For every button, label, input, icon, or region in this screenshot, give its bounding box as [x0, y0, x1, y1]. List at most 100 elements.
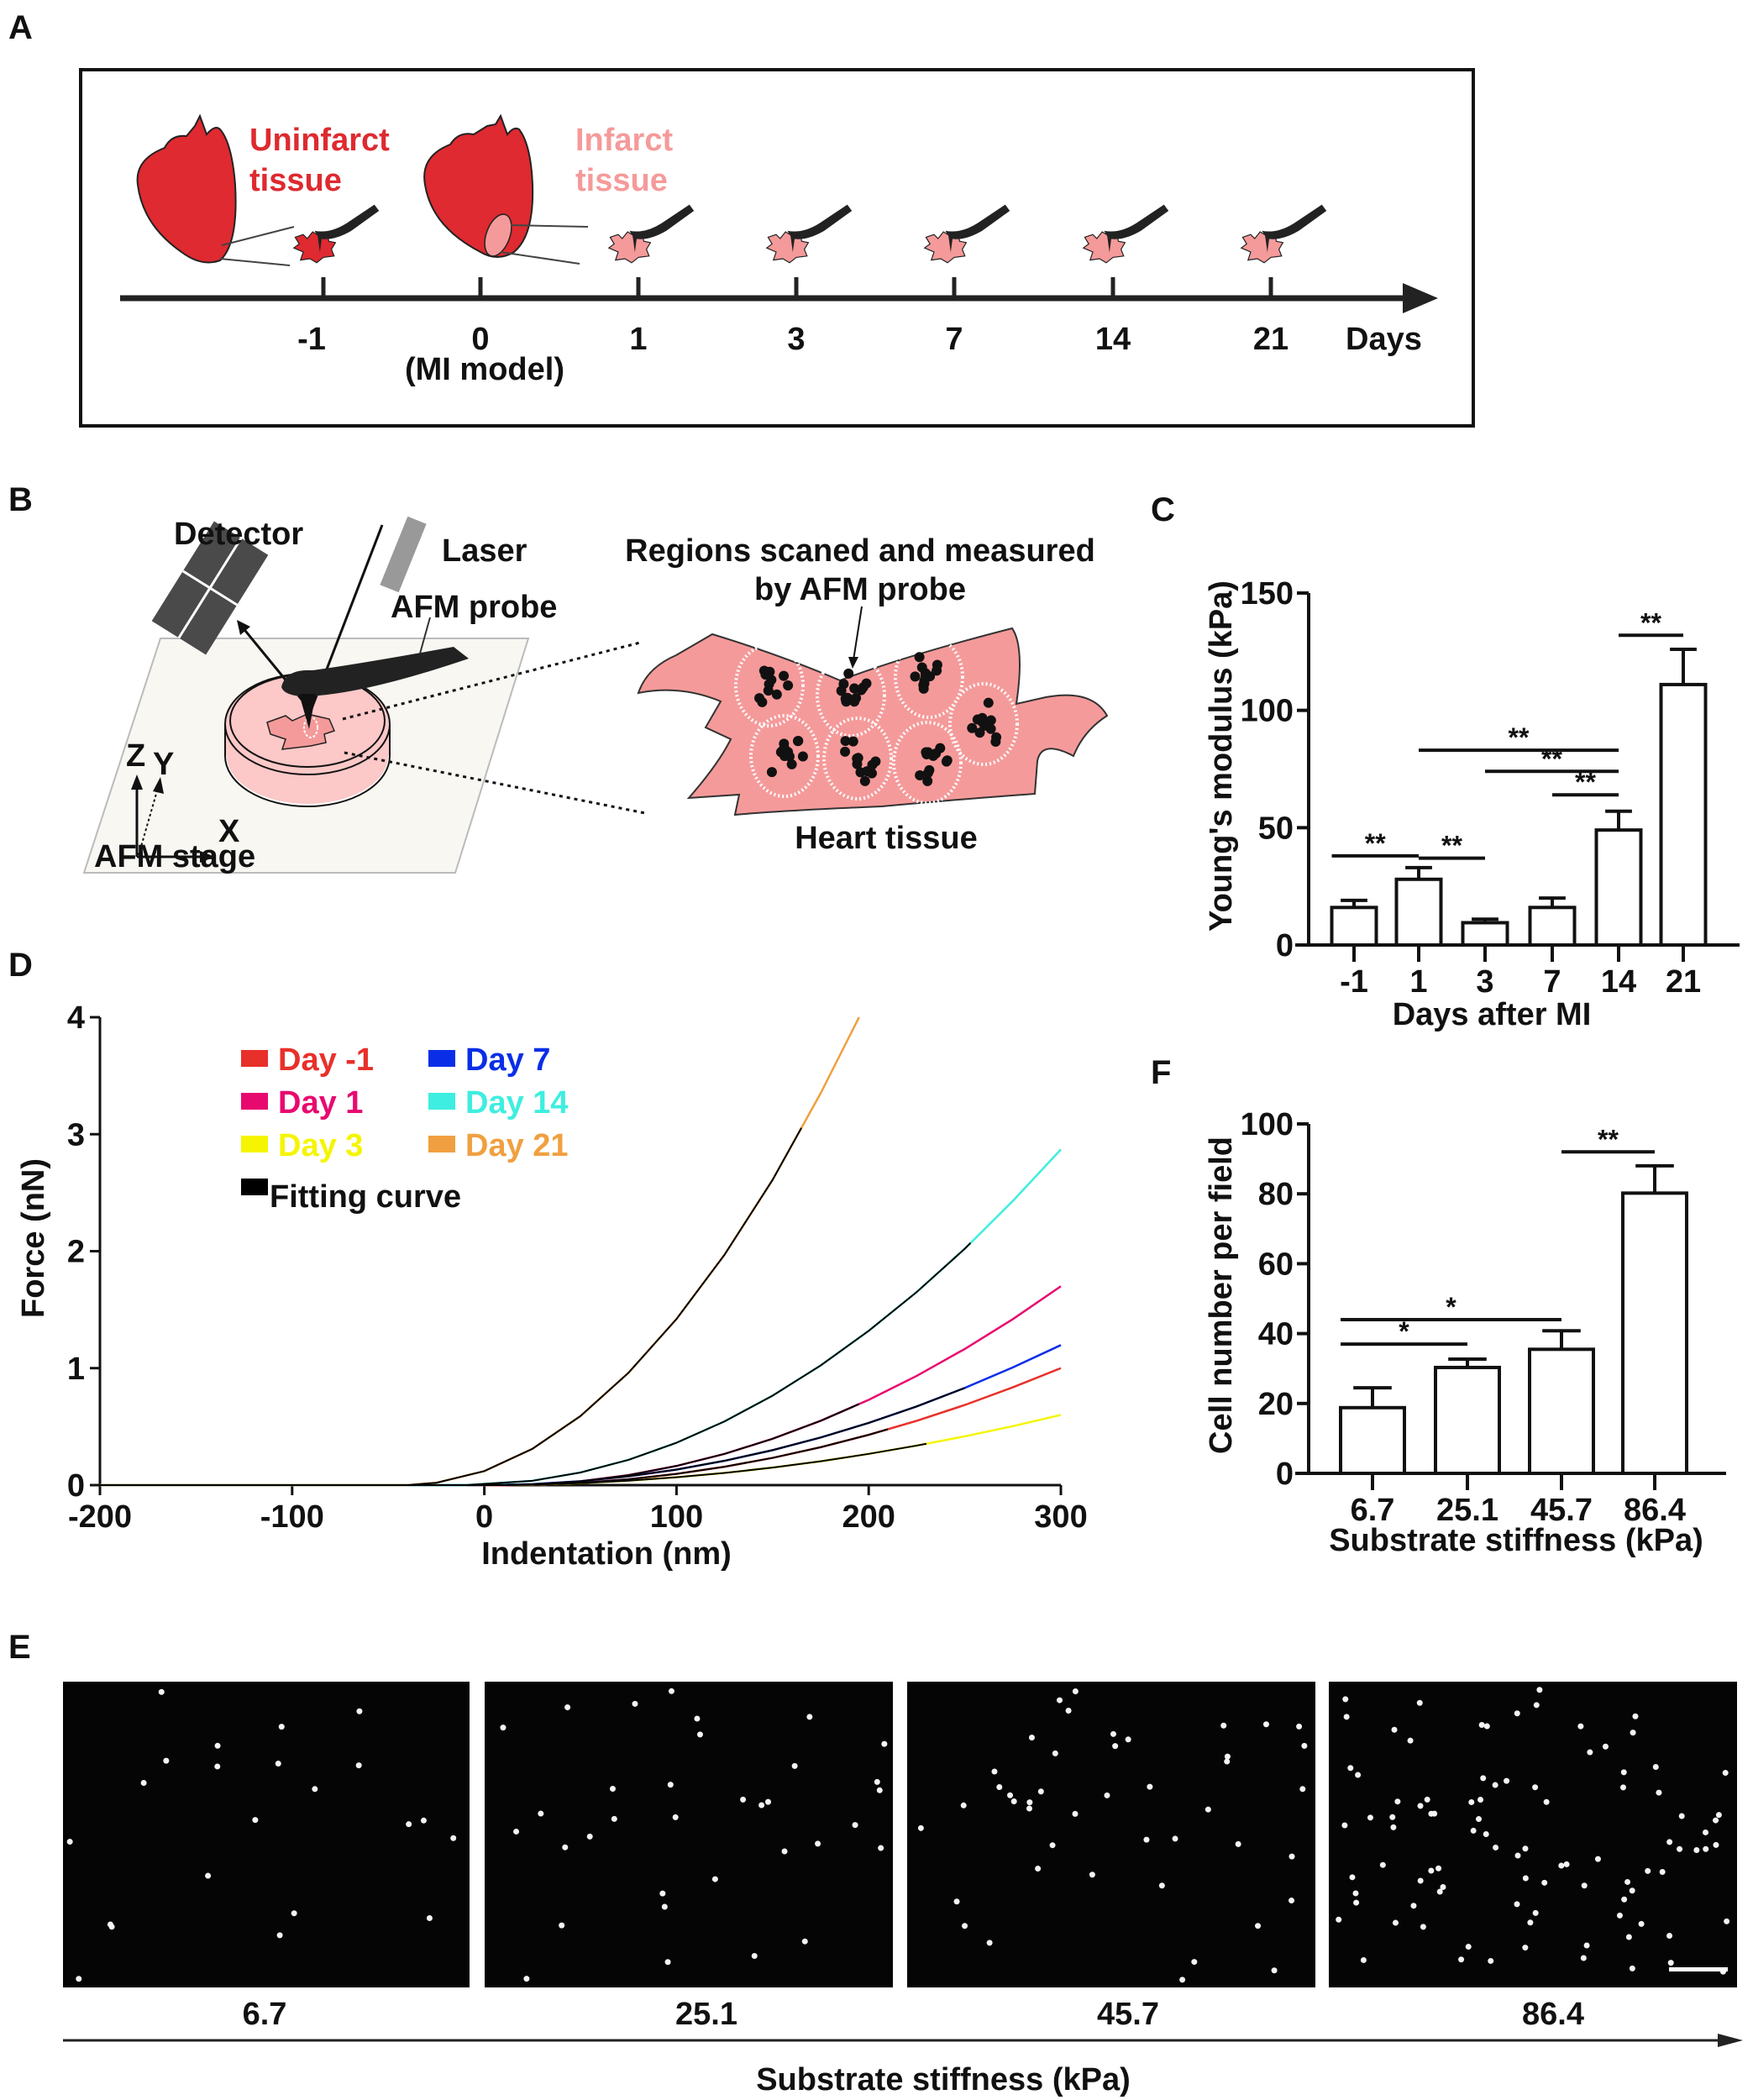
measure-point [840, 746, 851, 757]
cell-nucleus [1476, 1816, 1483, 1823]
cell-nucleus [1724, 1918, 1730, 1924]
series-line-day-1 [100, 1367, 1062, 1487]
cell-nucleus [801, 1938, 808, 1945]
laser-icon [380, 516, 427, 593]
stiffness-arrow-icon [1718, 2034, 1743, 2047]
significance-label: * [1446, 1292, 1456, 1322]
cell-nucleus [1028, 1735, 1035, 1741]
timeline-tick-label: -1 [297, 322, 326, 357]
panel-b-afm-schematic: Z Y X AFM stage Detector Laser AFM probe… [82, 516, 1109, 874]
cell-nucleus [1143, 1836, 1150, 1843]
cell-nucleus [876, 1787, 883, 1793]
bar [1461, 921, 1509, 948]
significance-label: ** [1509, 722, 1530, 753]
x-tick-label: 1 [1409, 964, 1427, 1000]
cell-nucleus [564, 1704, 571, 1711]
cell-nucleus [1428, 1810, 1435, 1817]
cell-nucleus [1621, 1896, 1628, 1903]
x-tick-label: -100 [260, 1499, 324, 1535]
cell-nucleus [1478, 1722, 1485, 1729]
axis-z-label: Z [126, 738, 145, 774]
cell-nucleus [1336, 1916, 1342, 1923]
cell-nucleus [881, 1740, 888, 1747]
afm-cantilever [281, 647, 469, 696]
measure-point [848, 736, 858, 747]
x-axis-label: Days after MI [1393, 997, 1592, 1032]
cell-nucleus [214, 1742, 221, 1749]
cell-nucleus [711, 1876, 718, 1882]
measure-point [910, 671, 921, 682]
cell-nucleus [1514, 1901, 1520, 1908]
scale-bar [1669, 1967, 1728, 1971]
chart-c-youngs-modulus: 0 50 100 150 -1 1 3 7 14 21 ** ** ** ** ** ** Days after… [1204, 576, 1740, 1032]
cell-nucleus [1678, 1813, 1685, 1819]
cell-nucleus [740, 1796, 747, 1803]
cell-nucleus [1629, 1887, 1635, 1894]
y-tick-label: 100 [1241, 694, 1294, 729]
cell-nucleus [953, 1898, 960, 1905]
y-tick-label: 4 [67, 1000, 85, 1036]
z-arrow-icon [131, 774, 143, 790]
cell-nucleus [1468, 1798, 1475, 1805]
legend-label: Day 1 [278, 1085, 363, 1121]
cell-nucleus [1205, 1806, 1211, 1813]
legend-swatch [428, 1050, 455, 1067]
cell-nucleus [1480, 1775, 1487, 1782]
cell-nucleus [1625, 1934, 1632, 1940]
laser-label: Laser [442, 533, 527, 569]
axis-x-label: X [218, 814, 240, 849]
significance-label: ** [1575, 767, 1596, 797]
timeline-tick-label: 3 [787, 322, 805, 357]
cell-nucleus [1072, 1688, 1079, 1695]
cell-nucleus [751, 1952, 758, 1959]
cell-nucleus [1355, 1772, 1362, 1778]
infarct-label-2: tissue [575, 163, 668, 198]
cell-nucleus [1417, 1877, 1424, 1884]
legend-label: Day 14 [465, 1085, 569, 1121]
cell-nucleus [1527, 1919, 1534, 1926]
cell-nucleus [1483, 1723, 1490, 1730]
bar [1528, 906, 1577, 947]
cell-nucleus [1630, 1730, 1636, 1736]
x-tick-label: 6.7 [1351, 1493, 1395, 1528]
cell-nucleus [1483, 1831, 1489, 1838]
heart-tissue-label: Heart tissue [795, 821, 978, 856]
fitting-curve [100, 1127, 802, 1486]
significance-label: ** [1640, 607, 1661, 638]
cell-nucleus [1007, 1792, 1014, 1798]
uninfarct-label-2: tissue [249, 163, 342, 198]
cell-nucleus [163, 1757, 170, 1764]
measure-point [840, 736, 851, 747]
stiffness-axis-label: Substrate stiffness (kPa) [756, 2062, 1131, 2097]
regions-label: Regions scaned and measured [625, 533, 1095, 569]
bar [1528, 1347, 1595, 1475]
cell-nucleus [158, 1688, 165, 1695]
cell-nucleus [1104, 1792, 1110, 1798]
cell-nucleus [1514, 1852, 1521, 1859]
cell-nucleus [1343, 1714, 1350, 1720]
cell-nucleus [696, 1731, 703, 1738]
panel-label-e: E [8, 1629, 31, 1666]
legend-swatch [241, 1093, 268, 1110]
y-tick-label: 20 [1258, 1387, 1294, 1422]
cell-nucleus [1391, 1726, 1398, 1733]
measure-point [942, 755, 953, 766]
cell-nucleus [874, 1778, 880, 1785]
y-tick-label: 0 [1276, 1457, 1294, 1492]
micrograph-label: 25.1 [675, 1997, 737, 2032]
micrograph-label: 45.7 [1097, 1997, 1159, 2032]
cell-nucleus [1407, 1737, 1414, 1744]
significance-label: ** [1441, 831, 1462, 861]
scan-region [892, 721, 963, 805]
timeline-tick-label: 14 [1095, 322, 1131, 357]
cell-nucleus [1583, 1942, 1590, 1949]
cell-nucleus [1656, 1789, 1662, 1796]
cell-nucleus [917, 1824, 924, 1831]
cell-nucleus [1536, 1687, 1543, 1693]
cell-nucleus [562, 1844, 569, 1851]
cell-nucleus [1619, 1784, 1626, 1791]
cell-nucleus [1713, 1817, 1719, 1824]
cell-nucleus [1342, 1696, 1349, 1703]
cell-nucleus [1158, 1882, 1165, 1889]
cell-nucleus [1632, 1713, 1639, 1719]
